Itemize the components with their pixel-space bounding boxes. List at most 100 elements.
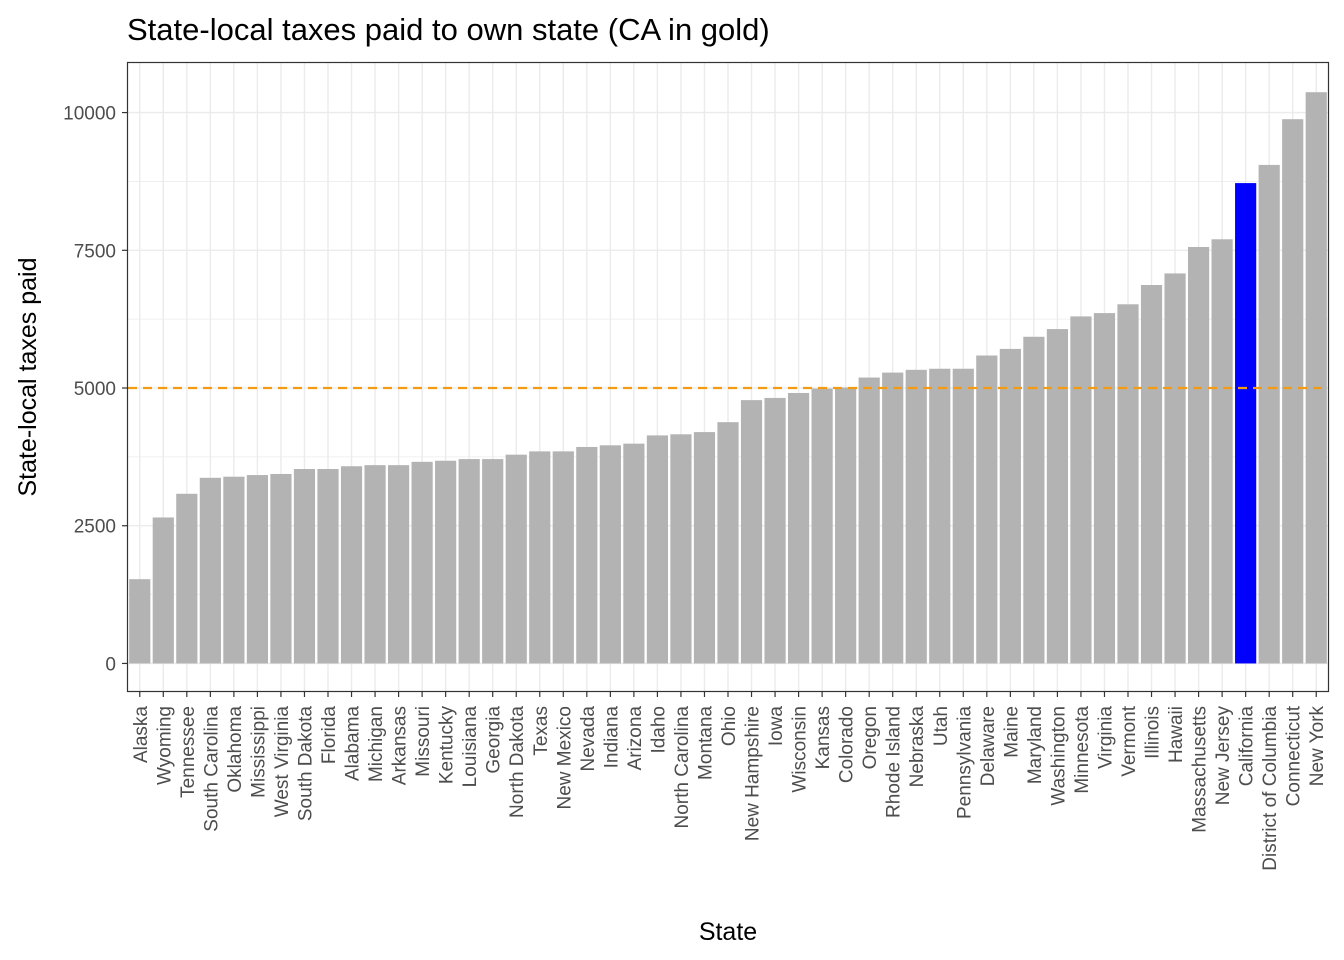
bar-new-york — [1305, 92, 1327, 664]
bar-georgia — [482, 459, 504, 664]
chart-title: State-local taxes paid to own state (CA … — [127, 12, 770, 47]
bar-nebraska — [905, 369, 927, 664]
x-tick-label: Hawaii — [1166, 706, 1187, 763]
x-tick-label: Pennsylvania — [954, 706, 975, 819]
bar-mississippi — [246, 475, 268, 664]
x-tick-label: West Virginia — [272, 706, 293, 818]
x-tick-label: Utah — [931, 706, 952, 746]
bar-alabama — [340, 466, 363, 664]
x-tick-label: Iowa — [766, 706, 787, 747]
x-tick-label: Maryland — [1025, 706, 1046, 784]
bar-pennsylvania — [952, 368, 974, 664]
bars — [129, 92, 1327, 664]
bar-michigan — [364, 465, 386, 664]
x-tick-label: Louisiana — [460, 706, 481, 788]
bar-rhode-island — [882, 372, 904, 664]
x-tick-label: Illinois — [1143, 706, 1164, 759]
bar-new-mexico — [552, 451, 574, 664]
bar-minnesota — [1070, 316, 1092, 664]
x-tick-label: Alaska — [131, 706, 152, 763]
x-tick-label: Nebraska — [907, 706, 928, 788]
x-tick-label: Connecticut — [1284, 705, 1305, 806]
bar-iowa — [764, 397, 786, 664]
bar-wyoming — [152, 517, 174, 664]
x-tick-label: Nevada — [578, 706, 599, 772]
bar-arkansas — [388, 465, 410, 664]
x-tick-label: Tennessee — [178, 706, 199, 798]
x-tick-label: New Mexico — [554, 706, 575, 809]
bar-illinois — [1140, 285, 1163, 664]
bar-washington — [1046, 329, 1068, 664]
bar-texas — [529, 451, 551, 664]
x-tick-label: Rhode Island — [884, 706, 905, 818]
bar-nevada — [576, 446, 598, 664]
bar-maryland — [1023, 336, 1045, 664]
x-tick-label: Idaho — [648, 706, 669, 754]
y-tick-label: 5000 — [74, 379, 116, 400]
bar-virginia — [1093, 313, 1116, 664]
x-tick-label: Arizona — [625, 706, 646, 771]
x-tick-label: Ohio — [719, 706, 740, 746]
x-tick-label: Massachusetts — [1190, 706, 1211, 833]
bar-wisconsin — [788, 392, 810, 664]
bar-north-dakota — [505, 454, 527, 664]
bar-montana — [693, 432, 716, 664]
bar-indiana — [599, 445, 621, 664]
bar-south-carolina — [199, 477, 221, 664]
bar-delaware — [976, 355, 998, 664]
x-tick-label: North Dakota — [507, 706, 528, 818]
bar-south-dakota — [293, 468, 316, 664]
bar-vermont — [1117, 304, 1139, 664]
x-tick-label: Montana — [695, 706, 716, 780]
x-tick-label: Mississippi — [248, 706, 269, 798]
bar-massachusetts — [1188, 246, 1210, 664]
bar-maine — [999, 348, 1021, 664]
x-tick-label: Florida — [319, 706, 340, 765]
bar-colorado — [835, 387, 857, 664]
x-tick-label: Wyoming — [154, 706, 175, 785]
bar-louisiana — [458, 459, 480, 664]
x-axis: Alaska Wyoming Tennessee South Carolina Okla… — [131, 691, 1328, 871]
x-tick-label: Kansas — [813, 706, 834, 769]
x-tick-label: New Jersey — [1213, 706, 1234, 806]
x-tick-label: Delaware — [978, 706, 999, 786]
bar-california — [1235, 183, 1257, 664]
x-tick-label: Virginia — [1095, 706, 1116, 769]
x-tick-label: New York — [1307, 706, 1328, 787]
bar-new-jersey — [1211, 239, 1233, 664]
bar-idaho — [646, 435, 668, 664]
x-tick-label: Alabama — [343, 706, 364, 781]
x-tick-label: Wisconsin — [790, 706, 811, 793]
bar-new-hampshire — [740, 400, 763, 664]
bar-ohio — [717, 422, 739, 664]
bar-florida — [317, 468, 339, 664]
x-tick-label: Arkansas — [390, 706, 411, 785]
x-tick-label: Missouri — [413, 706, 434, 777]
x-tick-label: South Dakota — [295, 706, 316, 822]
y-axis-title: State-local taxes paid — [14, 257, 42, 496]
x-tick-label: New Hampshire — [743, 706, 764, 841]
bar-arizona — [623, 443, 645, 664]
bar-west-virginia — [270, 473, 292, 664]
bar-district-of-columbia — [1258, 164, 1280, 664]
x-tick-label: California — [1237, 706, 1258, 787]
bar-kentucky — [435, 460, 457, 664]
x-tick-label: Georgia — [484, 706, 505, 774]
x-tick-label: Washington — [1048, 706, 1069, 806]
x-tick-label: Colorado — [837, 706, 858, 783]
x-tick-label: Indiana — [601, 706, 622, 769]
bar-connecticut — [1282, 119, 1304, 664]
x-tick-label: Texas — [531, 706, 552, 756]
x-tick-label: North Carolina — [672, 706, 693, 829]
bar-kansas — [811, 388, 833, 664]
x-axis-title: State — [699, 918, 757, 946]
y-tick-label: 2500 — [74, 517, 116, 538]
x-tick-label: Michigan — [366, 706, 387, 782]
y-tick-label: 7500 — [74, 241, 116, 262]
bar-oregon — [858, 377, 880, 664]
x-tick-label: Oregon — [860, 706, 881, 769]
x-tick-label: South Carolina — [201, 706, 222, 832]
bar-hawaii — [1164, 273, 1186, 664]
y-tick-label: 10000 — [63, 104, 116, 125]
